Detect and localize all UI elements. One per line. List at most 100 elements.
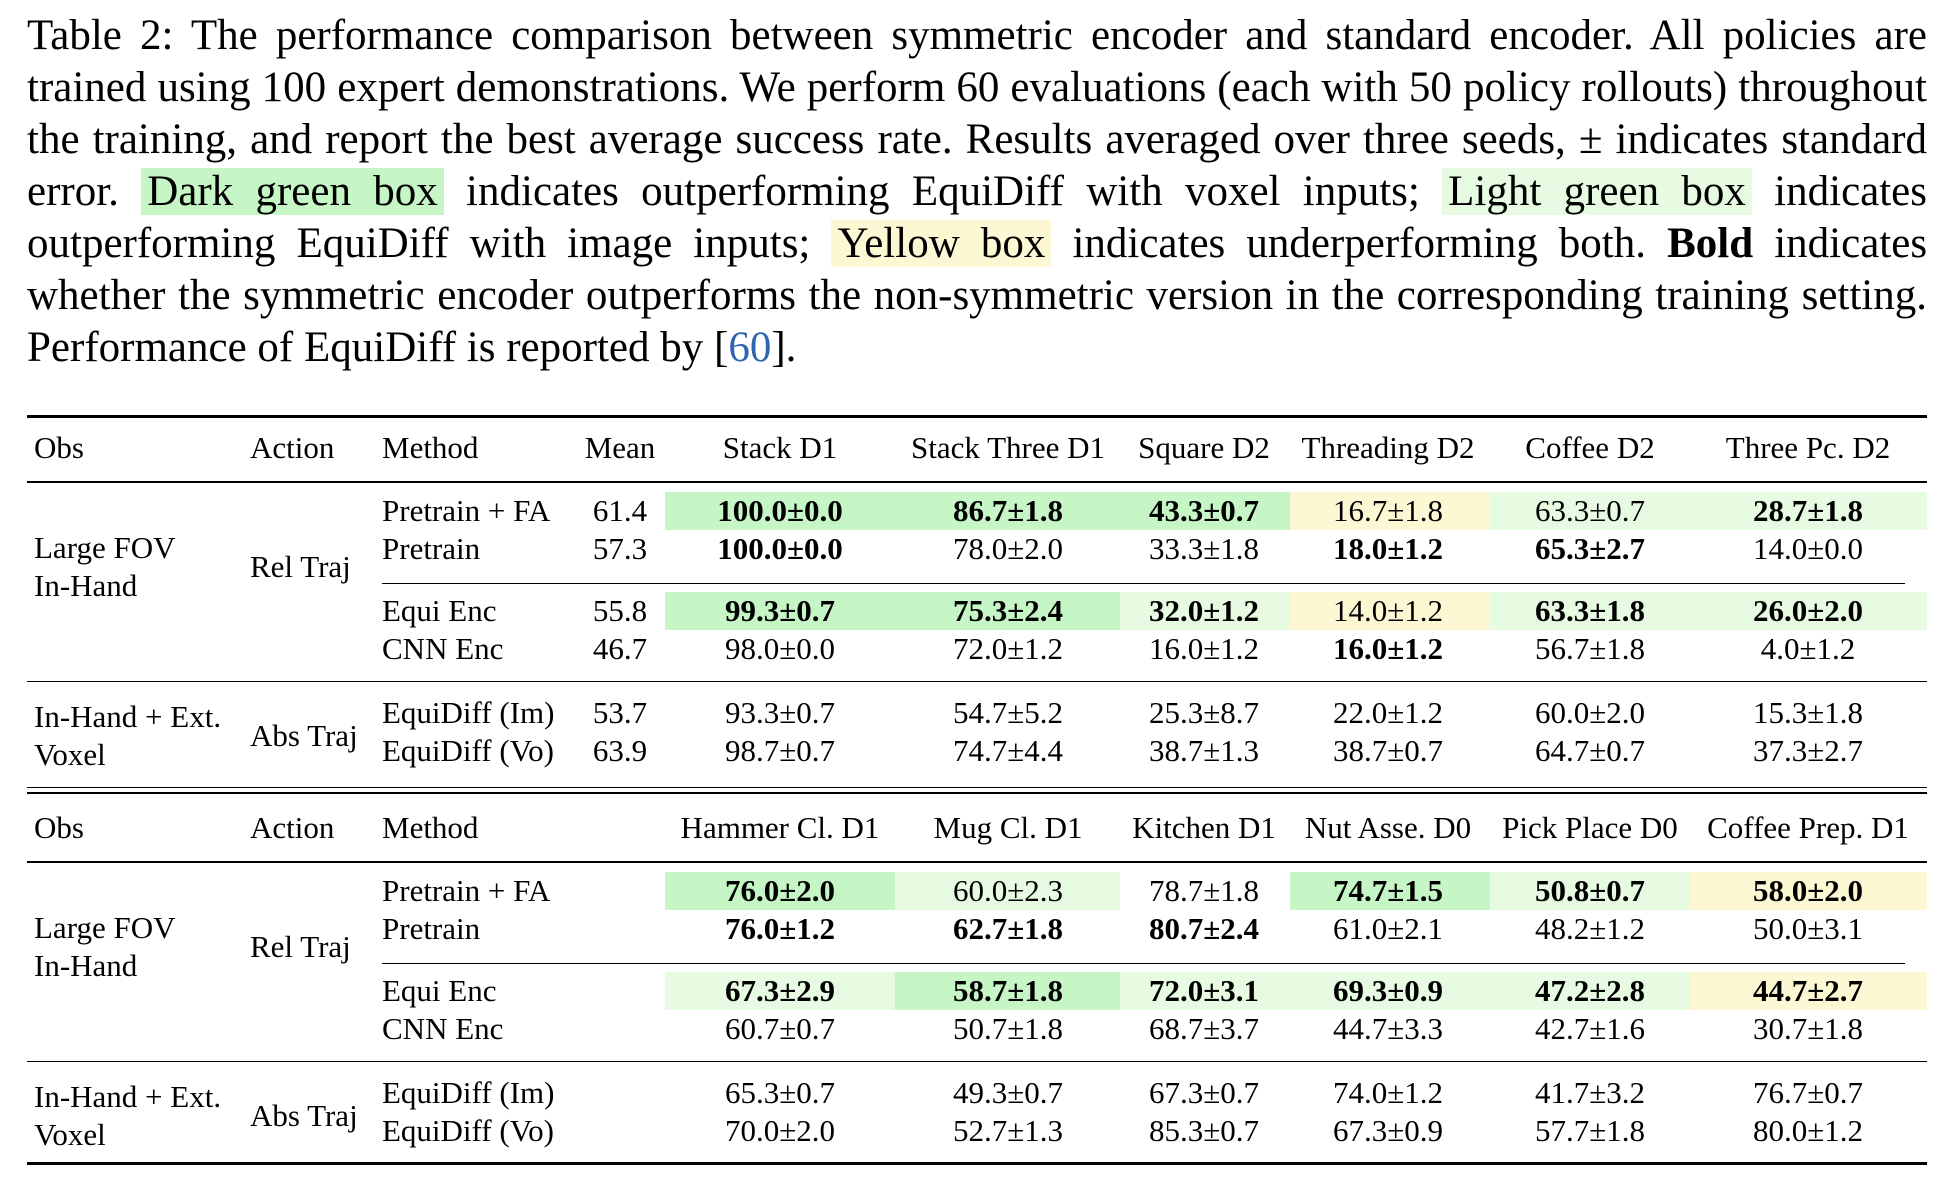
highlight-box [665,972,895,1010]
column-header-action: Action [250,810,335,845]
success-rate-cell: 72.0±1.2 [952,631,1064,666]
obs-label: In-Hand [34,568,138,603]
success-rate-cell: 58.7±1.8 [952,973,1064,1008]
method-name: Pretrain + FA [382,493,551,528]
success-rate-cell: 70.0±2.0 [724,1113,836,1148]
success-rate-cell: 80.7±2.4 [1148,911,1260,946]
mean-value: 63.9 [592,733,648,768]
column-header-task: Kitchen D1 [1132,810,1276,845]
success-rate-cell: 18.0±1.2 [1332,531,1444,566]
success-rate-cell: 74.7±1.5 [1332,873,1444,908]
yellow-legend: Yellow box [831,220,1052,267]
obs-label: Large FOV [34,910,176,945]
method-name: EquiDiff (Im) [382,695,555,730]
highlight-box [895,492,1120,530]
success-rate-cell: 26.0±2.0 [1752,593,1864,628]
mean-value: 53.7 [592,695,648,730]
success-rate-cell: 38.7±0.7 [1332,733,1444,768]
table-rule [27,861,1927,863]
table-rule [27,415,1927,418]
column-header-action: Action [250,430,335,465]
highlight-box [1120,592,1290,630]
success-rate-cell: 85.3±0.7 [1148,1113,1260,1148]
success-rate-cell: 33.3±1.8 [1148,531,1260,566]
column-header-task: Pick Place D0 [1502,810,1678,845]
column-header-task: Nut Asse. D0 [1304,810,1472,845]
success-rate-cell: 76.0±2.0 [724,873,836,908]
highlight-box [665,592,895,630]
method-name: Pretrain [382,911,481,946]
success-rate-cell: 42.7±1.6 [1534,1011,1646,1046]
column-header-task: Coffee D2 [1525,430,1655,465]
column-header-obs: Obs [34,810,84,845]
highlight-box [665,872,895,910]
success-rate-cell: 69.3±0.9 [1332,973,1444,1008]
table-rule [27,1061,1927,1062]
success-rate-cell: 78.7±1.8 [1148,873,1260,908]
highlight-box [1690,872,1927,910]
method-name: Pretrain [382,531,481,566]
action-label: Rel Traj [250,929,351,964]
method-name: Equi Enc [382,973,497,1008]
citation-link[interactable]: 60 [728,324,772,371]
success-rate-cell: 99.3±0.7 [724,593,836,628]
success-rate-cell: 56.7±1.8 [1534,631,1646,666]
success-rate-cell: 50.7±1.8 [952,1011,1064,1046]
success-rate-cell: 22.0±1.2 [1332,695,1444,730]
success-rate-cell: 14.0±1.2 [1332,593,1444,628]
success-rate-cell: 67.3±0.7 [1148,1075,1260,1110]
highlight-box [1690,972,1927,1010]
dark-green-legend: Dark green box [141,168,444,215]
column-header-task: Stack D1 [722,430,838,465]
mean-value: 57.3 [592,531,648,566]
success-rate-cell: 14.0±0.0 [1752,531,1864,566]
success-rate-cell: 67.3±0.9 [1332,1113,1444,1148]
success-rate-cell: 57.7±1.8 [1534,1113,1646,1148]
method-name: CNN Enc [382,1011,504,1046]
method-name: EquiDiff (Vo) [382,733,554,768]
success-rate-cell: 60.0±2.0 [1534,695,1646,730]
success-rate-cell: 58.0±2.0 [1752,873,1864,908]
column-header-task: Threading D2 [1301,430,1475,465]
mean-value: 61.4 [592,493,648,528]
column-header-method: Method [382,810,479,845]
highlight-box [1690,492,1927,530]
caption-text: indicates outperforming EquiDiff with vo… [466,168,1420,215]
success-rate-cell: 80.0±1.2 [1752,1113,1864,1148]
success-rate-cell: 74.0±1.2 [1332,1075,1444,1110]
success-rate-cell: 64.7±0.7 [1534,733,1646,768]
success-rate-cell: 28.7±1.8 [1752,493,1864,528]
method-name: Pretrain + FA [382,873,551,908]
action-label: Abs Traj [250,1098,358,1133]
obs-label: Voxel [34,1117,106,1152]
success-rate-cell: 63.3±1.8 [1534,593,1646,628]
highlight-box [1120,492,1290,530]
success-rate-cell: 72.0±3.1 [1148,973,1260,1008]
highlight-box [1490,872,1690,910]
highlight-box [665,492,895,530]
success-rate-cell: 4.0±1.2 [1760,631,1856,666]
column-header-task: Three Pc. D2 [1725,430,1891,465]
success-rate-cell: 78.0±2.0 [952,531,1064,566]
caption-text: indicates whether the symmetric encoder … [27,220,1928,371]
obs-label: In-Hand [34,948,138,983]
success-rate-cell: 16.7±1.8 [1332,493,1444,528]
success-rate-cell: 86.7±1.8 [952,493,1064,528]
success-rate-cell: 43.3±0.7 [1148,493,1260,528]
caption-text: ]. [771,324,797,371]
success-rate-cell: 100.0±0.0 [717,493,843,528]
success-rate-cell: 76.0±1.2 [724,911,836,946]
highlight-box [895,592,1120,630]
success-rate-cell: 44.7±3.3 [1332,1011,1444,1046]
highlight-box [1690,592,1927,630]
action-label: Rel Traj [250,549,351,584]
success-rate-cell: 76.7±0.7 [1752,1075,1864,1110]
table-midrule [382,963,1905,964]
success-rate-cell: 65.3±2.7 [1534,531,1646,566]
mean-value: 46.7 [592,631,648,666]
highlight-box [1290,972,1490,1010]
bold-legend: Bold [1667,220,1754,267]
action-label: Abs Traj [250,718,358,753]
caption-text: indicates outperforming EquiDiff with im… [27,168,1928,267]
